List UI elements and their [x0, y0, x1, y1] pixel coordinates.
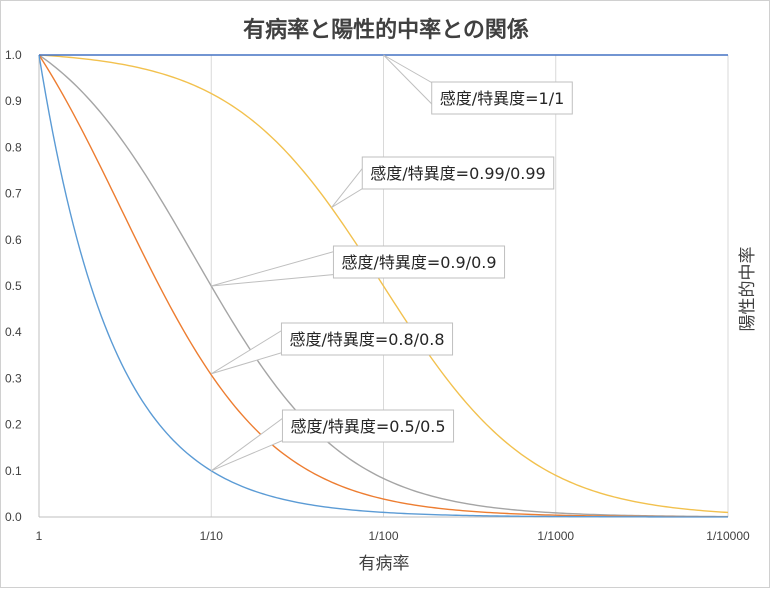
- callout-box: [332, 245, 506, 279]
- callout-box: [280, 322, 454, 356]
- chart-title: 有病率と陽性的中率との関係: [243, 17, 529, 43]
- y-tick-label: 0.5: [5, 279, 22, 293]
- x-tick-label: 1/1000: [537, 529, 574, 543]
- callout: 感度/特異度=0.9/0.9: [211, 245, 506, 287]
- y-tick-label: 0.4: [5, 325, 22, 339]
- series-line: [38, 54, 729, 518]
- callout-leader: [383, 54, 439, 112]
- y-tick-label: 1.0: [5, 48, 22, 62]
- callouts: 感度/特異度=1/1 感度/特異度=0.99/0.99 感度/特異度=0.9/0.9…: [210, 54, 573, 472]
- callout-label: 感度/特異度=1/1: [440, 89, 565, 108]
- callout-box: [361, 156, 555, 190]
- y-tick-label: 0.8: [5, 140, 22, 154]
- series-lines: [38, 54, 729, 518]
- callout-label: 感度/特異度=0.9/0.9: [341, 253, 496, 272]
- callout-leader: [211, 249, 340, 287]
- callout: 感度/特異度=0.5/0.5: [210, 409, 455, 472]
- callout-label: 感度/特異度=0.8/0.8: [289, 330, 444, 349]
- y-tick-label: 0.7: [5, 187, 22, 201]
- x-tick-label: 1/10000: [706, 529, 750, 543]
- x-axis-title: 有病率: [359, 554, 410, 574]
- callout: 感度/特異度=0.8/0.8: [210, 322, 454, 375]
- callout-box: [431, 81, 573, 115]
- y-tick-label: 0.9: [5, 94, 22, 108]
- y-tick-label: 0.2: [5, 418, 22, 432]
- callout: 感度/特異度=0.99/0.99: [331, 156, 555, 208]
- y-tick-label: 0.0: [5, 510, 22, 524]
- y-tick-label: 0.3: [5, 371, 22, 385]
- gridlines: [210, 55, 729, 517]
- callout-label: 感度/特異度=0.99/0.99: [370, 164, 545, 183]
- series-line: [38, 54, 729, 514]
- y-tick-label: 0.1: [5, 464, 22, 478]
- callout-box: [281, 409, 455, 443]
- x-tick-label: 1/10: [200, 529, 224, 543]
- callout-label: 感度/特異度=0.5/0.5: [290, 417, 445, 436]
- x-tick-label: 1/100: [368, 529, 398, 543]
- callout-leader: [210, 326, 288, 375]
- y-tick-label: 0.6: [5, 233, 22, 247]
- x-tick-label: 1: [36, 529, 43, 543]
- series-line: [38, 54, 728, 518]
- y-axis-title: 陽性的中率: [738, 247, 758, 332]
- axes: 1 1/10 1/100 1/1000 1/10000 0.0 0.1 0.2 0.3 0.4 0.…: [5, 48, 750, 543]
- callout: 感度/特異度=1/1: [383, 54, 573, 115]
